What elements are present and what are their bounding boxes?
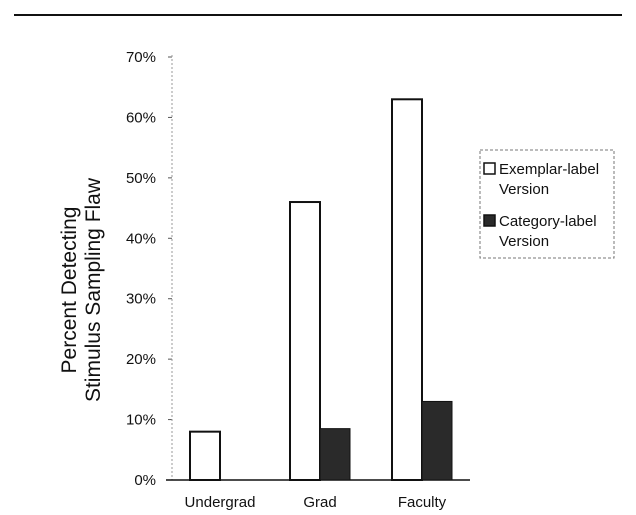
- bar-grad-category: [319, 428, 351, 481]
- legend-label-exemplar-line1: Exemplar-label: [499, 161, 599, 178]
- y-axis-label-line1: Percent Detecting: [58, 207, 81, 374]
- legend-label-category-line2: Version: [499, 233, 549, 250]
- legend-swatch-category: [483, 214, 496, 227]
- y-tick-label: 20%: [126, 351, 156, 368]
- y-tick-label: 60%: [126, 109, 156, 126]
- y-tick-label: 40%: [126, 230, 156, 247]
- bar-faculty-category: [421, 400, 453, 481]
- y-tick-label: 0%: [134, 472, 156, 489]
- legend-label-exemplar-line2: Version: [499, 181, 549, 198]
- bar-grad-exemplar: [289, 201, 321, 481]
- legend-label-category-line1: Category-label: [499, 213, 597, 230]
- category-labels: Undergrad Grad Faculty: [185, 494, 447, 511]
- y-axis-label-line2: Stimulus Sampling Flaw: [82, 177, 105, 402]
- y-tick-label: 10%: [126, 412, 156, 429]
- y-tick-label: 50%: [126, 170, 156, 187]
- bar-undergrad-exemplar: [189, 430, 221, 481]
- x-category-label: Undergrad: [185, 494, 256, 511]
- legend-swatch-exemplar: [483, 162, 496, 175]
- legend: Exemplar-label Version Category-label Ve…: [479, 149, 615, 259]
- y-tick-label: 70%: [126, 49, 156, 66]
- top-rule: [14, 14, 622, 16]
- x-category-label: Faculty: [398, 494, 447, 511]
- x-category-label: Grad: [303, 494, 336, 511]
- y-axis-ticks: 0% 10% 20% 30% 40% 50% 60% 70%: [126, 49, 172, 489]
- bars-group: [189, 98, 453, 482]
- legend-box: [479, 149, 615, 259]
- bar-faculty-exemplar: [391, 98, 423, 482]
- y-tick-label: 30%: [126, 291, 156, 308]
